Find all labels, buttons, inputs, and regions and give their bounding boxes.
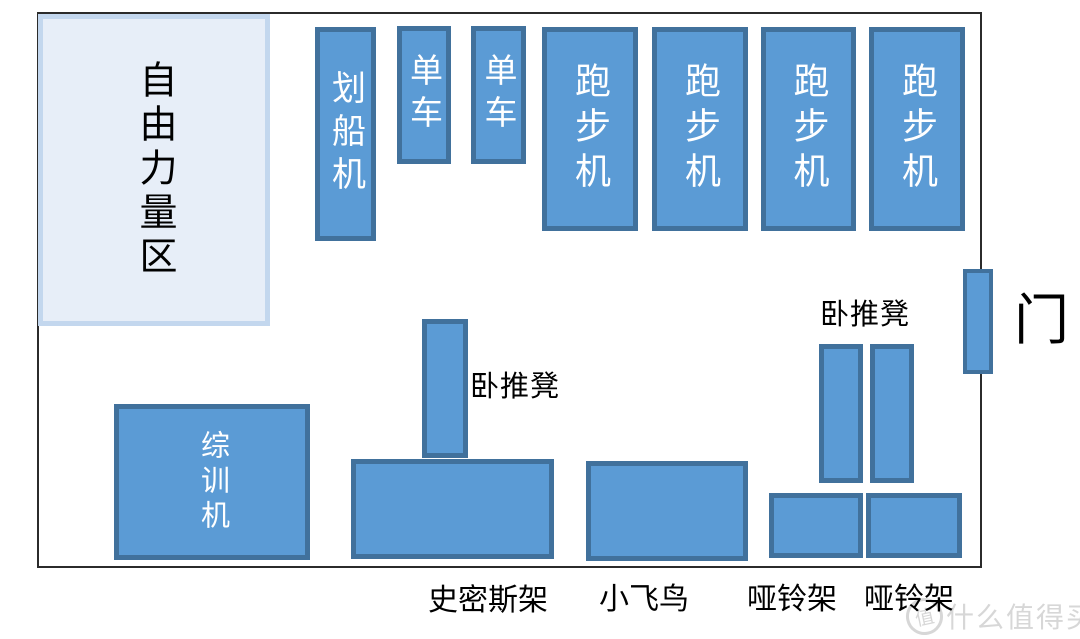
- treadmill-1: 跑步机: [542, 27, 638, 231]
- door-shape: [963, 269, 993, 374]
- treadmill-1-label: 跑步机: [570, 61, 611, 197]
- free-weight-zone: 自由力量区: [38, 14, 270, 326]
- treadmill-2: 跑步机: [652, 27, 748, 231]
- multi-trainer-label: 综训机: [196, 429, 229, 535]
- treadmill-4-label: 跑步机: [897, 61, 938, 197]
- watermark: 值 什么值得买: [902, 594, 1080, 638]
- bike-2: 单车: [471, 26, 526, 164]
- dumbbell-rack-1-shape: [769, 493, 863, 558]
- door-label: 门: [1014, 289, 1070, 351]
- smith-rack-shape: [351, 459, 554, 559]
- bike-2-label: 单车: [480, 53, 517, 137]
- bike-1: 单车: [397, 26, 451, 164]
- treadmill-3: 跑步机: [761, 27, 856, 231]
- treadmill-3-label: 跑步机: [788, 61, 830, 197]
- bench-press-bench-right-2: [870, 344, 914, 483]
- bench-press-bench-middle: [422, 319, 468, 458]
- rowing-machine: 划船机: [315, 27, 376, 241]
- smith-rack-label: 史密斯架: [428, 584, 548, 617]
- multi-trainer-machine: 综训机: [114, 404, 310, 560]
- bench-press-label-middle: 卧推凳: [470, 371, 561, 403]
- bench-press-label-right: 卧推凳: [820, 299, 911, 331]
- free-weight-zone-label: 自由力量区: [133, 60, 175, 280]
- bench-press-bench-right-1: [819, 344, 863, 483]
- treadmill-4: 跑步机: [869, 27, 965, 231]
- watermark-text: 什么值得买: [946, 602, 1080, 633]
- dumbbell-rack-2-shape: [866, 493, 962, 558]
- rowing-machine-label: 划船机: [326, 69, 365, 199]
- dumbbell-rack-1-label: 哑铃架: [747, 583, 837, 616]
- dumbbell-rack-2-label: 哑铃架: [864, 583, 954, 616]
- cable-fly-label: 小飞鸟: [599, 583, 689, 616]
- treadmill-2-label: 跑步机: [680, 61, 721, 197]
- cable-fly-shape: [586, 461, 748, 561]
- bike-1-label: 单车: [405, 53, 443, 137]
